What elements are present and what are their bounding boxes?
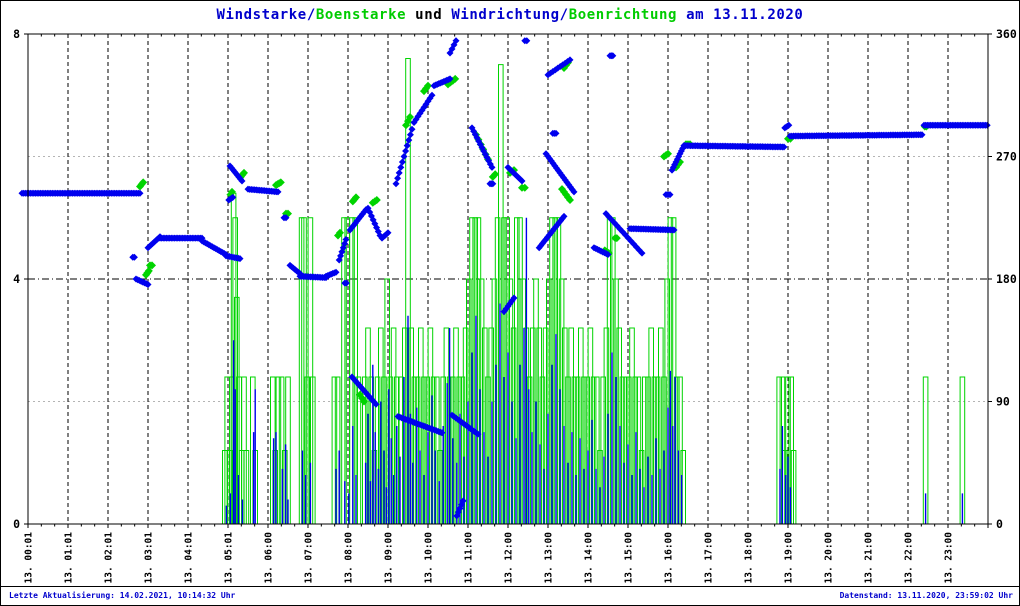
right-axis-labels: 0 90 180 270 360 xyxy=(996,27,1017,531)
title-part: Boenrichtung xyxy=(568,7,678,23)
svg-text:13. 14:00: 13. 14:00 xyxy=(584,532,595,584)
title-part: am 13.11.2020 xyxy=(677,7,804,23)
svg-text:360: 360 xyxy=(996,27,1017,41)
wind-impulse-series xyxy=(225,217,964,524)
svg-text:13. 11:00: 13. 11:00 xyxy=(464,532,475,584)
svg-text:13. 03:01: 13. 03:01 xyxy=(144,532,155,584)
svg-text:180: 180 xyxy=(996,272,1017,286)
gust-impulse-series xyxy=(222,58,966,525)
x-tick-labels: 13. 00:01 13. 01:01 13. 02:01 13. 03:01 13. … xyxy=(24,532,955,584)
title-part: und xyxy=(406,7,452,23)
wind-chart-plot: 0 4 8 0 90 180 270 360 13. 00:01 13. 01:01 13. 02:… xyxy=(13,27,1017,584)
svg-text:13. 08:00: 13. 08:00 xyxy=(344,532,355,584)
svg-text:13. 18:00: 13. 18:00 xyxy=(744,532,755,584)
title-part: Windstarke/ xyxy=(216,7,316,23)
svg-text:13. 00:01: 13. 00:01 xyxy=(24,532,35,584)
svg-text:13. 17:00: 13. 17:00 xyxy=(704,532,715,584)
svg-text:270: 270 xyxy=(996,150,1017,164)
svg-text:13. 06:00: 13. 06:00 xyxy=(264,532,275,584)
svg-text:13. 10:00: 13. 10:00 xyxy=(424,532,435,584)
svg-text:13. 23:00: 13. 23:00 xyxy=(944,532,955,584)
svg-text:4: 4 xyxy=(13,272,20,286)
svg-text:13. 12:00: 13. 12:00 xyxy=(504,532,515,584)
svg-text:13. 16:00: 13. 16:00 xyxy=(664,532,675,584)
data-status-text: Datenstand: 13.11.2020, 23:59:02 Uhr xyxy=(839,591,1013,600)
title-part: Boenstarke xyxy=(315,7,407,23)
footer-divider xyxy=(1,586,1019,587)
svg-text:0: 0 xyxy=(996,517,1003,531)
svg-text:8: 8 xyxy=(13,27,20,41)
svg-text:13. 19:00: 13. 19:00 xyxy=(784,532,795,584)
plot-frame xyxy=(24,33,992,528)
svg-text:0: 0 xyxy=(13,517,20,531)
svg-text:13. 05:01: 13. 05:01 xyxy=(224,532,235,584)
left-axis-labels: 0 4 8 xyxy=(13,27,20,531)
svg-text:13. 01:01: 13. 01:01 xyxy=(64,532,75,584)
svg-text:13. 13:00: 13. 13:00 xyxy=(544,532,555,584)
svg-text:13. 15:00: 13. 15:00 xyxy=(624,532,635,584)
svg-text:90: 90 xyxy=(996,395,1010,409)
title-part: Windrichtung/ xyxy=(451,7,569,23)
svg-text:13. 04:01: 13. 04:01 xyxy=(184,532,195,584)
svg-text:13. 02:01: 13. 02:01 xyxy=(104,532,115,584)
wind-direction-points xyxy=(18,37,991,520)
last-update-text: Letzte Aktualisierung: 14.02.2021, 10:14… xyxy=(9,591,236,600)
svg-text:13. 21:00: 13. 21:00 xyxy=(864,532,875,584)
svg-text:13. 22:00: 13. 22:00 xyxy=(904,532,915,584)
svg-text:13. 09:00: 13. 09:00 xyxy=(384,532,395,584)
svg-text:13. 07:00: 13. 07:00 xyxy=(304,532,315,584)
chart-title: Windstarke/Boenstarke und Windrichtung/B… xyxy=(1,7,1019,23)
svg-text:13. 20:00: 13. 20:00 xyxy=(824,532,835,584)
